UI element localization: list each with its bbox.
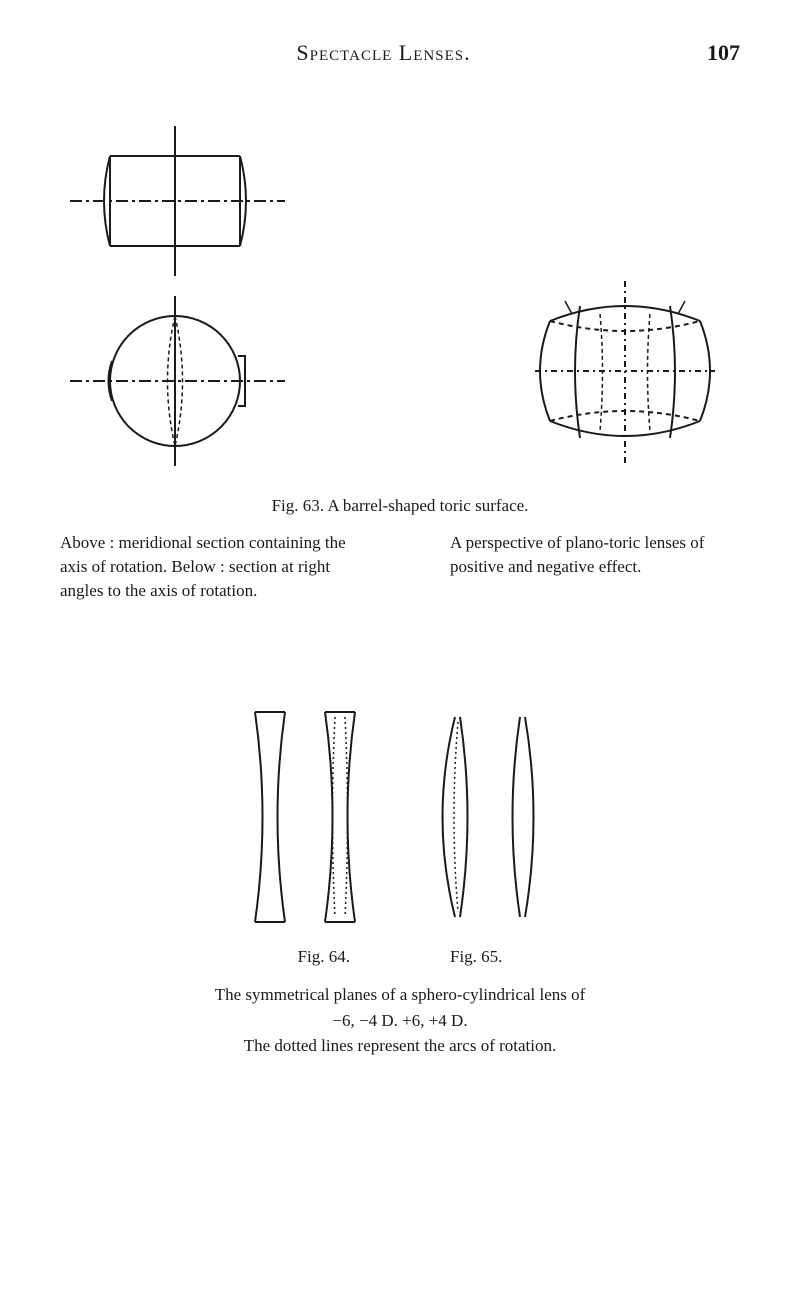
fig63-caption: Fig. 63. A barrel-shaped toric surface. xyxy=(60,496,740,516)
fig64-65-caption-line2: −6, −4 D. +6, +4 D. xyxy=(60,1008,740,1034)
header-title: Spectacle Lenses. xyxy=(60,40,707,66)
fig63-left-caption: Above : meridional section containing th… xyxy=(60,531,370,602)
fig64-65-caption: The symmetrical planes of a sphero-cylin… xyxy=(60,982,740,1059)
fig63-right-caption: A perspective of plano-toric lenses of p… xyxy=(420,531,740,602)
fig63-left-diagrams xyxy=(60,126,290,476)
fig63-meridional-icon xyxy=(60,126,290,476)
fig63-subcaptions: Above : meridional section containing th… xyxy=(60,531,740,602)
figure-64-65-section: Fig. 64. Fig. 65. The symmetrical planes… xyxy=(60,702,740,1059)
figure-63-section: Fig. 63. A barrel-shaped toric surface. … xyxy=(60,126,740,602)
page-number: 107 xyxy=(707,40,740,66)
fig63-perspective-icon xyxy=(510,266,740,476)
fig65-label: Fig. 65. xyxy=(450,947,502,967)
figure-63-images xyxy=(60,126,740,476)
fig65-lens-icon xyxy=(420,702,560,932)
page-header: Spectacle Lenses. 107 xyxy=(60,40,740,66)
fig64-65-caption-line3: The dotted lines represent the arcs of r… xyxy=(60,1033,740,1059)
fig64-label: Fig. 64. xyxy=(298,947,350,967)
fig64-65-caption-line1: The symmetrical planes of a sphero-cylin… xyxy=(60,982,740,1008)
fig64-65-images xyxy=(60,702,740,932)
fig64-65-labels: Fig. 64. Fig. 65. xyxy=(60,947,740,967)
fig64-lens-icon xyxy=(240,702,380,932)
fig63-perspective-diagram xyxy=(510,266,740,476)
